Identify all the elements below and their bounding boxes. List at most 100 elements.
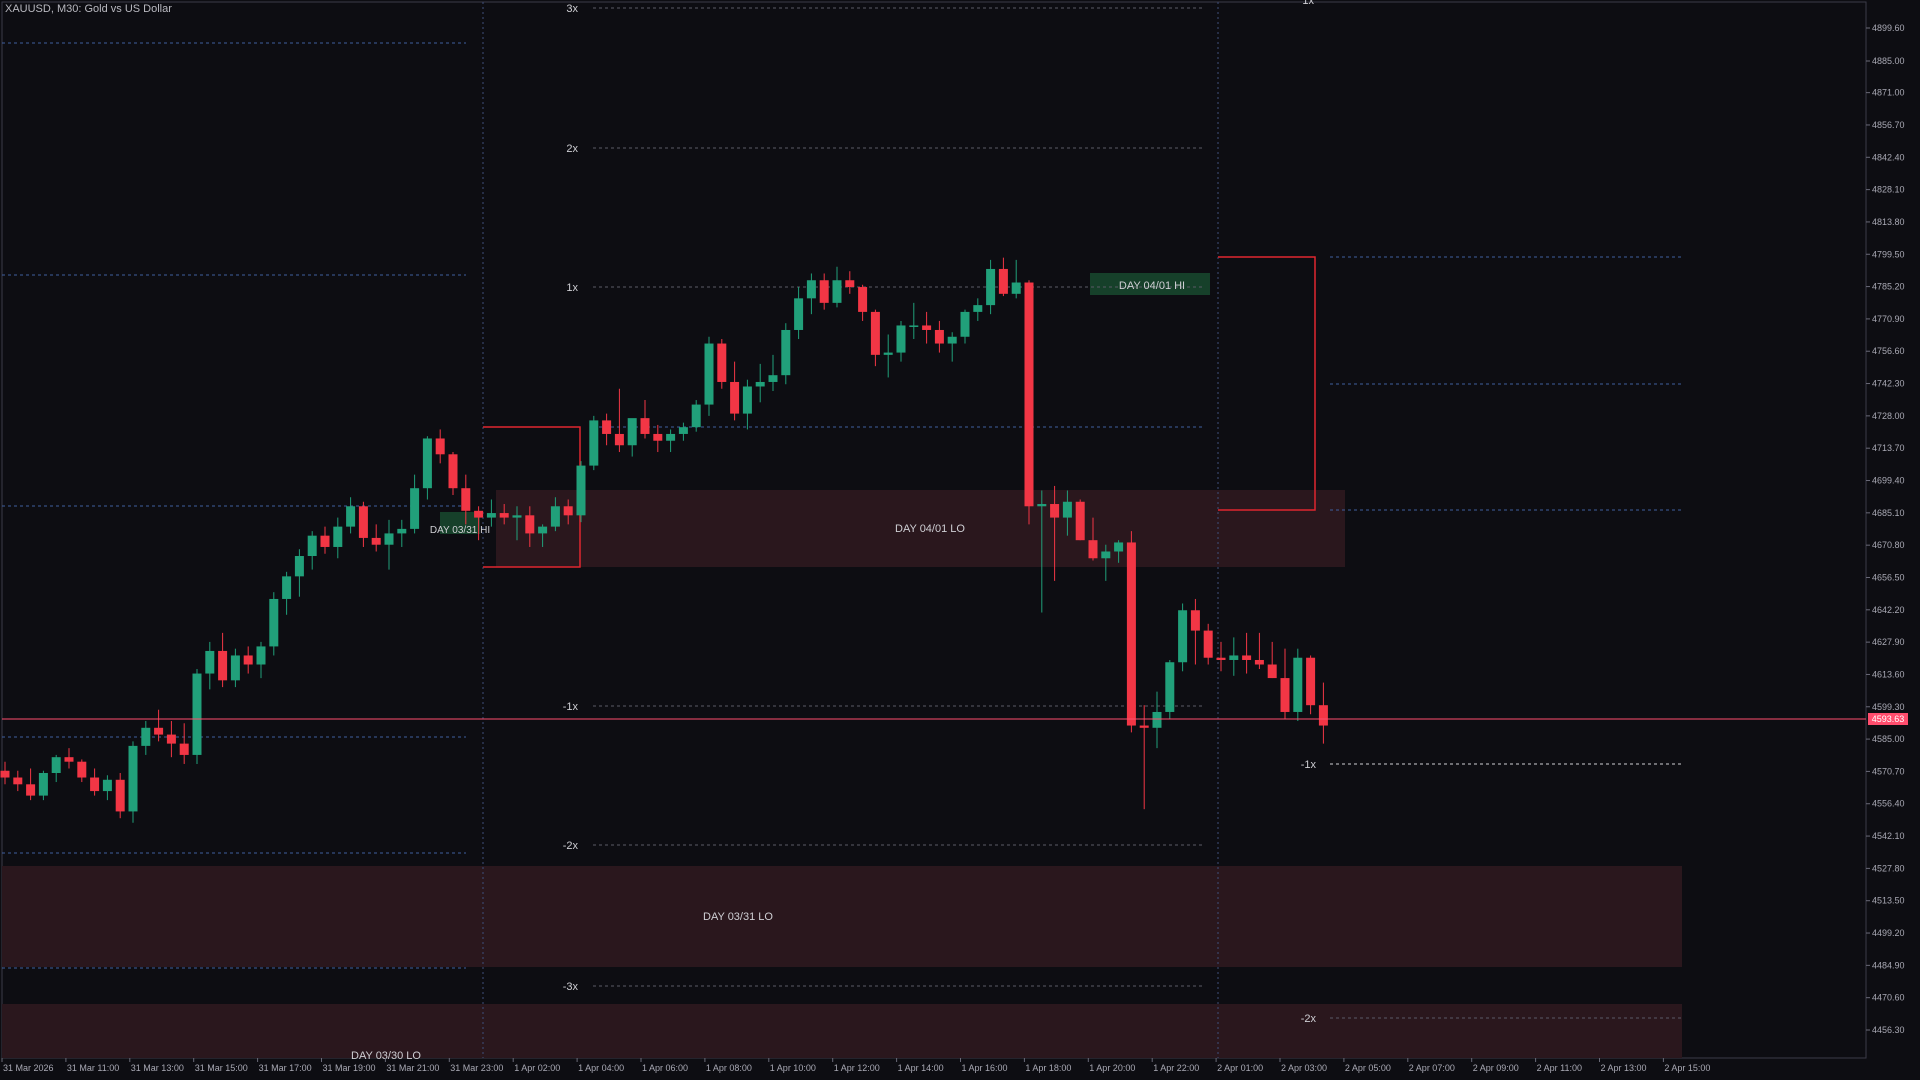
candle-body [358,506,368,538]
price-label: 4899.60 [1872,23,1905,33]
price-label: 4642.20 [1872,605,1905,615]
candle [346,497,356,534]
candle-body [986,268,996,306]
candle [1011,259,1021,299]
candle [205,641,215,690]
price-label: 4556.40 [1872,799,1905,809]
time-label: 1 Apr 14:00 [898,1063,944,1073]
candle [627,418,637,457]
time-label: 1 Apr 02:00 [514,1063,560,1073]
candle [1242,632,1252,674]
candle-body [730,381,740,414]
candle-body [294,556,304,577]
candle-body [883,352,893,355]
price-label: 4699.40 [1872,476,1905,486]
candle [1114,540,1124,563]
chart-title: XAUUSD, M30: Gold vs US Dollar [5,3,172,15]
candle [128,741,138,823]
candle-body [1062,501,1072,518]
candle-body [410,488,420,529]
candle [806,273,816,315]
time-label: 2 Apr 07:00 [1409,1063,1455,1073]
price-label: 4570.70 [1872,766,1905,776]
candle-body [461,488,471,511]
candle-body [947,336,957,344]
candle [973,298,983,321]
price-label: 4742.30 [1872,379,1905,389]
candle-body [1190,610,1200,631]
candle [1024,280,1034,525]
candle-body [973,305,983,312]
candle [1152,691,1162,749]
candle-body [922,325,932,330]
candle [602,413,612,446]
candle [90,768,100,796]
candle-body [781,329,791,376]
candle-body [128,745,138,812]
candle [576,461,586,523]
candle [794,287,804,340]
candle [1267,641,1277,679]
candle-body [1203,630,1213,658]
candle-body [77,761,87,778]
candle-body [512,515,522,518]
price-axis[interactable]: 4899.60 4885.00 4871.00 4856.70 4842.40 4828.… [1866,23,1905,1035]
candle-body [333,526,343,547]
candle-body [704,343,714,405]
price-label: 4842.40 [1872,152,1905,162]
candle-body [896,325,906,353]
candle-body [38,773,48,796]
multiplier-label: 1x [1302,0,1314,7]
candle [538,524,548,547]
candle-body [218,650,228,681]
candle [922,311,932,344]
price-label: 4813.80 [1872,217,1905,227]
time-label: 31 Mar 17:00 [259,1063,312,1073]
candle-body [1114,542,1124,552]
candle-body [858,287,868,312]
time-axis[interactable]: 31 Mar 2026 31 Mar 11:00 31 Mar 13:00 31 Ma… [1,1058,1710,1073]
candle-body [627,418,637,446]
price-label: 4799.50 [1872,249,1905,259]
time-label: 1 Apr 20:00 [1089,1063,1135,1073]
candle [486,499,496,527]
candle-body [960,311,970,337]
candle [1178,603,1188,672]
candle [704,336,714,416]
time-label: 31 Mar 15:00 [195,1063,248,1073]
candle [883,334,893,378]
price-label: 4728.00 [1872,411,1905,421]
candle-body [742,386,752,414]
time-label: 1 Apr 16:00 [962,1063,1008,1073]
candle [1088,517,1098,561]
time-label: 31 Mar 13:00 [131,1063,184,1073]
candle-body [1280,678,1290,712]
candle [1216,641,1226,672]
candle [858,284,868,321]
candle [832,266,842,308]
candle-body [909,325,919,327]
candle [512,506,522,541]
candle [1280,648,1290,719]
candle [691,400,701,432]
candle [1126,531,1136,733]
candle [1190,598,1200,665]
candle [550,497,560,532]
candle [166,721,176,758]
candle [896,320,906,362]
candle [38,770,48,801]
candle [282,571,292,615]
candle [448,452,458,495]
candle [717,339,727,389]
candle-body [678,427,688,434]
candle [742,379,752,430]
candle-body [1037,504,1047,507]
candle-body [717,343,727,382]
candle-body [614,433,624,446]
candle-body [205,650,215,674]
candle-body [486,513,496,518]
day-0331-lo-label: DAY 03/31 LO [703,911,773,923]
candle-body [1318,705,1328,726]
